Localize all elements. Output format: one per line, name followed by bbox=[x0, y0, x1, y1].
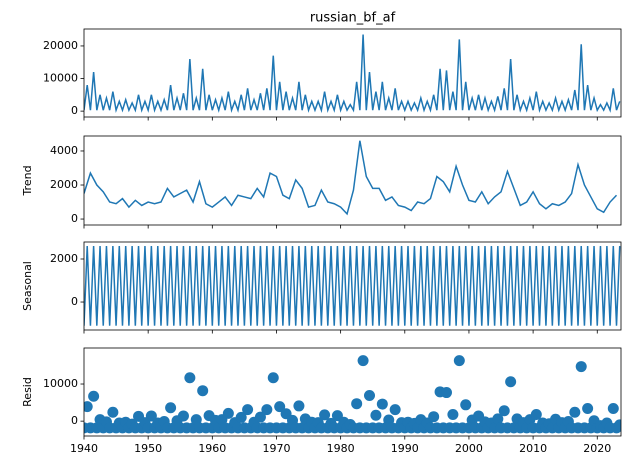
point bbox=[261, 404, 273, 416]
x-tick-label: 2010 bbox=[519, 442, 547, 455]
y-axis-label: Trend bbox=[21, 165, 34, 196]
point bbox=[254, 411, 266, 423]
y-tick-label: 2000 bbox=[50, 178, 78, 191]
series-line bbox=[84, 140, 618, 216]
point bbox=[453, 355, 465, 367]
point bbox=[530, 408, 542, 420]
axes-frame bbox=[83, 241, 622, 331]
series-line bbox=[84, 246, 621, 326]
point bbox=[607, 403, 619, 415]
point bbox=[267, 372, 279, 384]
point bbox=[357, 355, 369, 367]
x-tick-label: 2020 bbox=[583, 442, 611, 455]
point bbox=[235, 411, 247, 423]
point bbox=[84, 401, 93, 413]
y-tick-label: 0 bbox=[71, 212, 78, 225]
axes-frame bbox=[83, 135, 622, 226]
plot-area bbox=[84, 140, 618, 216]
point bbox=[505, 376, 517, 388]
y-tick-label: 2000 bbox=[50, 252, 78, 265]
point bbox=[370, 409, 382, 421]
point bbox=[582, 403, 594, 415]
x-tick-label: 1960 bbox=[198, 442, 226, 455]
y-axis-label: Seasonal bbox=[21, 261, 34, 311]
point bbox=[492, 413, 504, 425]
plot-area bbox=[84, 34, 621, 114]
y-tick-label: 0 bbox=[71, 104, 78, 117]
point bbox=[274, 401, 286, 413]
point bbox=[498, 405, 510, 417]
y-tick-label: 0 bbox=[71, 295, 78, 308]
point bbox=[222, 407, 234, 419]
chart-title: russian_bf_af bbox=[310, 11, 396, 26]
series-line bbox=[84, 34, 621, 114]
y-tick-label: 4000 bbox=[50, 144, 78, 157]
point bbox=[460, 399, 472, 411]
axes-frame bbox=[83, 28, 622, 118]
y-axis-label: Resid bbox=[21, 377, 34, 407]
point bbox=[107, 406, 119, 418]
point bbox=[184, 372, 196, 384]
point bbox=[447, 408, 459, 420]
point bbox=[293, 400, 305, 412]
point bbox=[428, 411, 440, 423]
x-tick-label: 1990 bbox=[391, 442, 419, 455]
point bbox=[614, 419, 621, 431]
point bbox=[319, 409, 331, 421]
point bbox=[569, 406, 581, 418]
point bbox=[575, 361, 587, 373]
y-tick-label: 10000 bbox=[43, 377, 78, 390]
x-tick-label: 1980 bbox=[327, 442, 355, 455]
point bbox=[364, 390, 376, 402]
x-tick-label: 1950 bbox=[134, 442, 162, 455]
point bbox=[177, 410, 189, 422]
point bbox=[376, 398, 388, 410]
x-tick-label: 2000 bbox=[455, 442, 483, 455]
plot-area bbox=[84, 246, 621, 326]
y-tick-label: 0 bbox=[71, 414, 78, 427]
axes-frame bbox=[83, 347, 622, 437]
y-tick-label: 10000 bbox=[43, 72, 78, 85]
point bbox=[242, 404, 254, 416]
point bbox=[440, 387, 452, 399]
plot-area bbox=[84, 355, 621, 434]
point bbox=[197, 385, 209, 397]
point bbox=[165, 402, 177, 414]
y-tick-label: 20000 bbox=[43, 39, 78, 52]
point bbox=[145, 410, 157, 422]
point bbox=[88, 390, 100, 402]
point bbox=[389, 404, 401, 416]
x-tick-label: 1940 bbox=[70, 442, 98, 455]
x-tick-label: 1970 bbox=[262, 442, 290, 455]
point bbox=[351, 398, 363, 410]
